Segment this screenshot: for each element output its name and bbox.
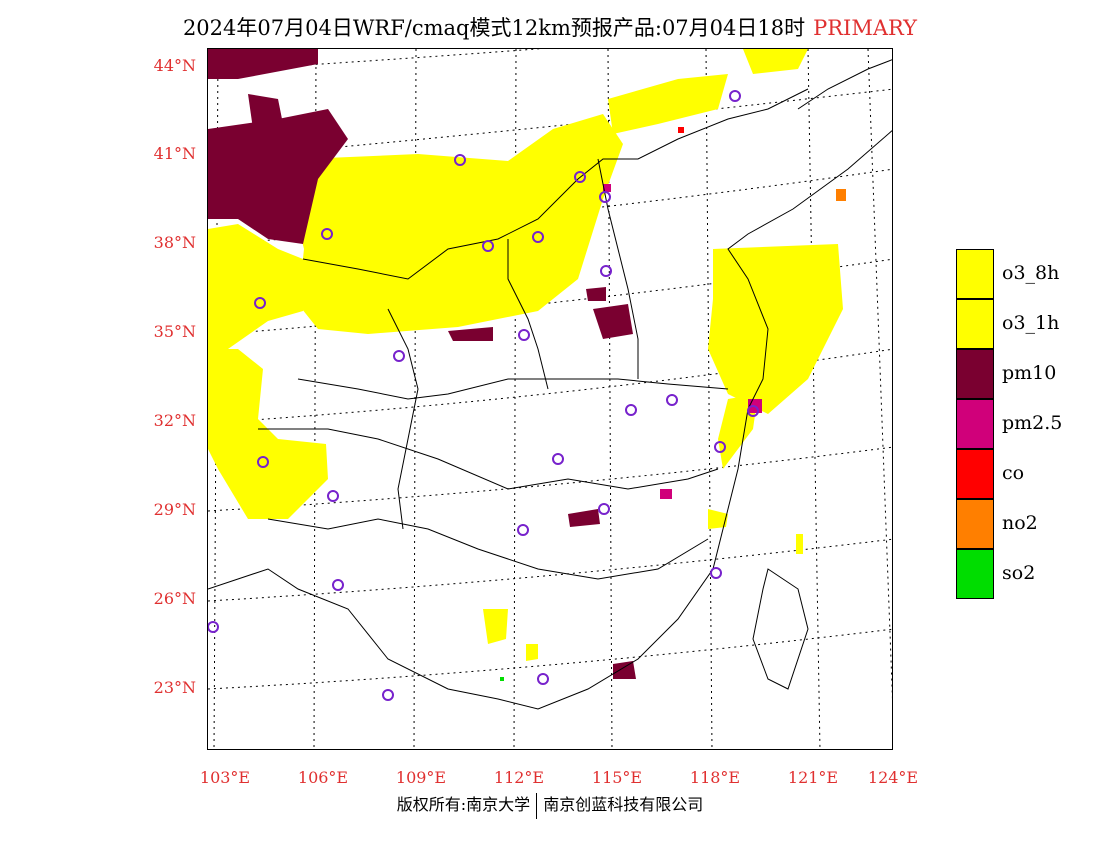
map-title: 2024年07月04日WRF/cmaq模式12km预报产品:07月04日18时 P… xyxy=(0,12,1100,42)
legend-swatch xyxy=(956,399,994,449)
legend-label: no2 xyxy=(1002,512,1038,534)
pm10-area xyxy=(208,49,636,679)
lat-label-44: 44°N xyxy=(153,56,196,75)
footer-left: 版权所有:南京大学 xyxy=(396,795,531,814)
legend-label: pm2.5 xyxy=(1002,412,1063,434)
lat-label-23: 23°N xyxy=(153,678,196,697)
lon-label-118: 118°E xyxy=(689,768,741,787)
lat-label-41: 41°N xyxy=(153,144,196,163)
lat-label-32: 32°N xyxy=(153,411,196,430)
map-panel[interactable] xyxy=(207,48,893,750)
legend-label: co xyxy=(1002,462,1025,484)
legend-swatch xyxy=(956,249,994,299)
lon-label-109: 109°E xyxy=(395,768,447,787)
legend-label: o3_1h xyxy=(1002,312,1060,334)
legend-swatch xyxy=(956,549,994,599)
lon-label-106: 106°E xyxy=(297,768,349,787)
station-markers xyxy=(208,90,759,701)
footer-separator xyxy=(536,792,538,819)
copyright-footer: 版权所有:南京大学 南京创蓝科技有限公司 xyxy=(0,791,1100,819)
map-canvas xyxy=(208,49,892,749)
legend-swatch xyxy=(956,449,994,499)
legend-swatch xyxy=(956,499,994,549)
title-text: 2024年07月04日WRF/cmaq模式12km预报产品:07月04日18时 xyxy=(182,16,806,40)
legend-swatch xyxy=(956,299,994,349)
legend-swatch xyxy=(956,349,994,399)
lon-label-124: 124°E xyxy=(867,768,919,787)
lat-label-35: 35°N xyxy=(153,322,196,341)
lon-label-121: 121°E xyxy=(787,768,839,787)
legend-label: o3_8h xyxy=(1002,262,1060,284)
so2-spot xyxy=(500,677,504,681)
lat-label-38: 38°N xyxy=(153,233,196,252)
lat-label-29: 29°N xyxy=(153,500,196,519)
co-spot xyxy=(678,127,684,133)
legend-label: pm10 xyxy=(1002,362,1057,384)
footer-right: 南京创蓝科技有限公司 xyxy=(543,795,704,814)
lat-label-26: 26°N xyxy=(153,589,196,608)
lon-label-112: 112°E xyxy=(493,768,545,787)
legend-label: so2 xyxy=(1002,562,1036,584)
lon-label-115: 115°E xyxy=(591,768,643,787)
no2-spot xyxy=(836,189,846,201)
lon-label-103: 103°E xyxy=(199,768,251,787)
title-tag: PRIMARY xyxy=(813,16,918,40)
